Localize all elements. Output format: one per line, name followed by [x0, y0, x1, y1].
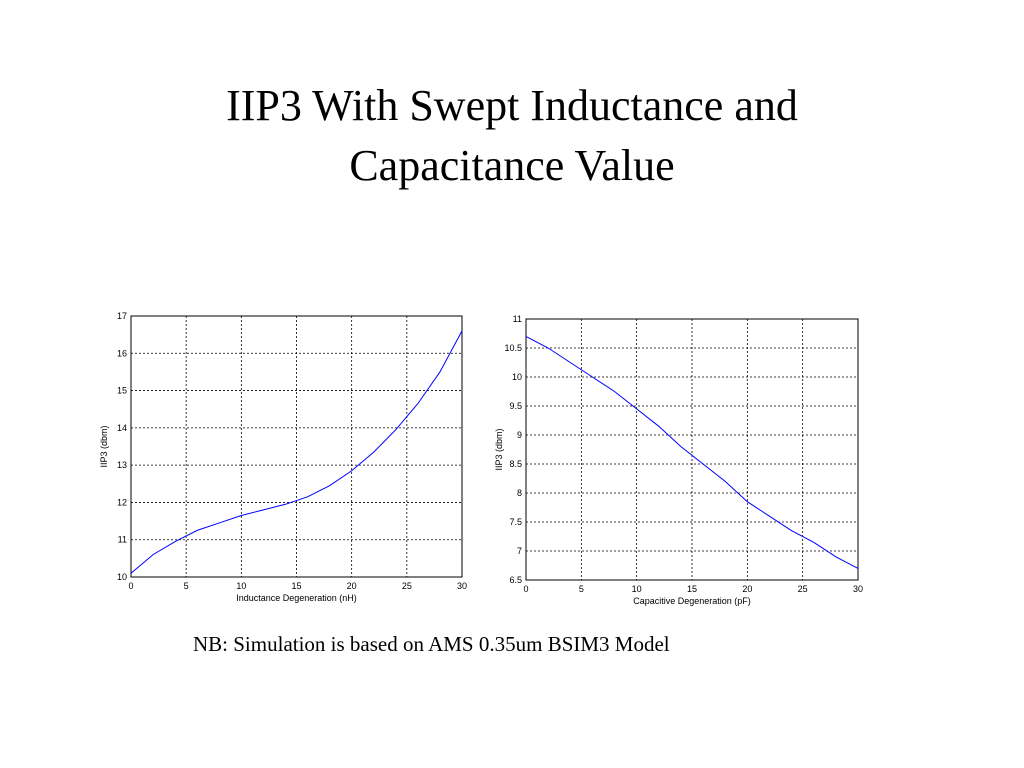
- y-tick-label: 13: [117, 460, 127, 470]
- y-tick-label: 7: [517, 546, 522, 556]
- x-tick-label: 0: [523, 584, 528, 594]
- y-tick-label: 10: [117, 572, 127, 582]
- y-tick-label: 12: [117, 497, 127, 507]
- y-tick-label: 10.5: [504, 343, 522, 353]
- y-tick-label: 7.5: [509, 517, 522, 527]
- x-tick-label: 20: [347, 581, 357, 591]
- y-tick-label: 9: [517, 430, 522, 440]
- plot-frame: [525, 318, 859, 581]
- y-tick-label: 14: [117, 423, 127, 433]
- x-tick-label: 5: [579, 584, 584, 594]
- y-tick-label: 8: [517, 488, 522, 498]
- x-tick-label: 0: [128, 581, 133, 591]
- slide-title: IIP3 With Swept Inductance and Capacitanc…: [226, 81, 798, 190]
- x-tick-label: 5: [184, 581, 189, 591]
- x-tick-label: 20: [742, 584, 752, 594]
- x-tick-label: 25: [798, 584, 808, 594]
- y-tick-label: 16: [117, 348, 127, 358]
- x-tick-label: 10: [632, 584, 642, 594]
- title-line: Capacitance Value: [349, 141, 674, 190]
- y-tick-label: 10: [512, 372, 522, 382]
- y-tick-label: 17: [117, 311, 127, 321]
- y-tick-label: 6.5: [509, 575, 522, 585]
- y-tick-label: 9.5: [509, 401, 522, 411]
- data-line: [525, 335, 859, 569]
- data-line: [130, 330, 463, 574]
- x-tick-label: 15: [291, 581, 301, 591]
- x-tick-label: 30: [457, 581, 467, 591]
- y-tick-label: 11: [513, 314, 522, 324]
- note: NB: Simulation is based on AMS 0.35um BS…: [193, 632, 670, 656]
- title-line: IIP3 With Swept Inductance and: [226, 81, 798, 130]
- x-tick-label: 10: [236, 581, 246, 591]
- y-tick-label: 15: [117, 386, 127, 396]
- plot-frame: [130, 315, 463, 578]
- y-axis-label: IIP3 (dbm): [99, 425, 109, 467]
- x-axis-label: Inductance Degeneration (nH): [236, 593, 357, 603]
- y-axis-label: IIP3 (dbm): [494, 428, 504, 470]
- x-tick-label: 25: [402, 581, 412, 591]
- y-tick-label: 11: [118, 535, 127, 545]
- x-tick-label: 30: [853, 584, 863, 594]
- y-tick-label: 8.5: [509, 459, 522, 469]
- x-axis-label: Capacitive Degeneration (pF): [633, 596, 751, 606]
- x-tick-label: 15: [687, 584, 697, 594]
